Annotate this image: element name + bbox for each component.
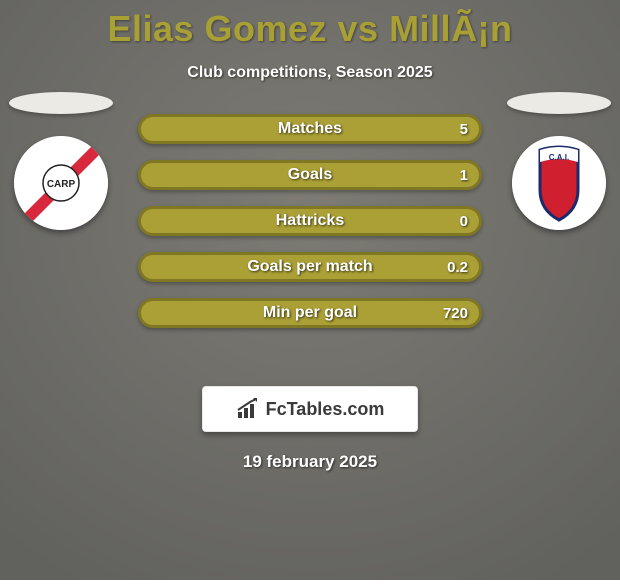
brand-text: FcTables.com [266,399,385,420]
svg-text:CARP: CARP [47,179,76,190]
stat-label: Hattricks [138,206,482,236]
brand-box[interactable]: FcTables.com [202,386,418,432]
bars-icon [236,398,260,420]
stat-row: Goals per match0.2 [138,252,482,282]
left-shadow-ellipse [9,92,113,114]
stats-column: Matches5Goals1Hattricks0Goals per match0… [138,114,482,344]
stat-label: Matches [138,114,482,144]
stat-row: Hattricks0 [138,206,482,236]
stat-value-right: 720 [443,298,468,328]
stat-value-right: 0 [460,206,468,236]
subtitle: Club competitions, Season 2025 [0,64,620,82]
date-text: 19 february 2025 [0,452,620,472]
right-shadow-ellipse [507,92,611,114]
svg-text:C.A.I.: C.A.I. [549,153,569,162]
content-wrapper: Elias Gomez vs MillÃ¡n Club competitions… [0,0,620,580]
stat-value-right: 0.2 [447,252,468,282]
stat-label: Goals per match [138,252,482,282]
right-club-crest: C.A.I. [512,136,606,230]
stat-row: Matches5 [138,114,482,144]
left-player-badge-holder: CARP [8,92,114,230]
page-title: Elias Gomez vs MillÃ¡n [0,8,620,50]
right-player-badge-holder: C.A.I. [506,92,612,230]
comparison-area: CARP C.A.I. Matches5 Goals1 Hattricks0 Goal… [0,114,620,374]
left-club-crest: CARP [14,136,108,230]
river-plate-icon: CARP [14,136,108,230]
stat-value-right: 5 [460,114,468,144]
stat-label: Goals [138,160,482,190]
stat-value-right: 1 [460,160,468,190]
independiente-icon: C.A.I. [512,136,606,230]
stat-row: Min per goal720 [138,298,482,328]
stat-label: Min per goal [138,298,482,328]
stat-row: Goals1 [138,160,482,190]
